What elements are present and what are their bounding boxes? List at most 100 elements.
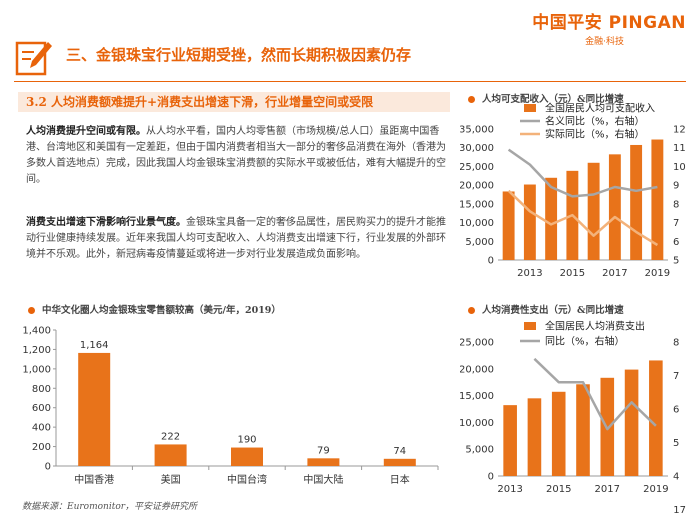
legend-label: 全国居民人均消费支出 bbox=[545, 320, 645, 333]
x-tick-label: 中国香港 bbox=[74, 473, 114, 486]
bar bbox=[608, 154, 621, 260]
data-label: 190 bbox=[237, 435, 256, 446]
y-tick-label: 1,400 bbox=[22, 326, 51, 337]
x-tick-label: 日本 bbox=[390, 473, 410, 486]
bar bbox=[78, 352, 111, 466]
chart-title-income: 人均可支配收入（元）&同比增速 bbox=[468, 91, 624, 105]
y-left-tick-label: 20,000 bbox=[460, 364, 494, 375]
source-note: 数据来源：Euromonitor，平安证券研究所 bbox=[22, 502, 198, 512]
bar bbox=[383, 458, 416, 466]
chart-consumption-expenditure: 0 5,000 10,000 15,000 20,000 25,000 4 5 6 7 8 2013 2… bbox=[460, 320, 679, 496]
y-right-tick-label: 5 bbox=[673, 438, 679, 449]
brand-logo: 中国平安 PINGAN 金融·科技 bbox=[532, 8, 686, 47]
legend-swatch bbox=[524, 322, 536, 330]
paragraph-lead: 消费支出增速下滑影响行业景气度。 bbox=[26, 217, 186, 228]
legend-swatch bbox=[524, 104, 536, 112]
y-left-tick-label: 15,000 bbox=[460, 199, 494, 210]
y-tick-label: 1,200 bbox=[22, 345, 51, 356]
page-number: 17 bbox=[673, 505, 686, 516]
y-tick-label: 1,000 bbox=[22, 364, 51, 375]
x-tick-label: 2019 bbox=[645, 268, 670, 279]
y-left-tick-label: 10,000 bbox=[460, 418, 494, 429]
y-left-tick-label: 35,000 bbox=[460, 125, 494, 136]
paragraph-body: 金银珠宝具备一定的奢侈品属性，居民购买力的提升才能推动行业健康持续发展。近年来我… bbox=[26, 217, 446, 260]
brand-tagline: 金融·科技 bbox=[585, 37, 624, 47]
y-left-tick-label: 10,000 bbox=[460, 218, 494, 229]
bar bbox=[503, 405, 517, 476]
bar bbox=[587, 162, 600, 260]
y-left-tick-label: 15,000 bbox=[460, 391, 494, 402]
y-right-tick-label: 7 bbox=[673, 218, 679, 229]
data-label: 1,164 bbox=[80, 340, 109, 351]
bar bbox=[307, 458, 340, 466]
chart-title-per-capita-jewelry: 中华文化圈人均金银珠宝零售额较高（美元/年，2019） bbox=[28, 302, 281, 316]
chart-jewelry-retail: 0 200 400 600 800 1,000 1,200 1,400 1,164 中国香港 222… bbox=[22, 326, 439, 486]
x-tick-label: 2013 bbox=[517, 268, 542, 279]
bar bbox=[649, 360, 663, 476]
y-left-tick-label: 5,000 bbox=[465, 237, 494, 248]
chart-title-consumption: 人均消费性支出（元）&同比增速 bbox=[468, 302, 624, 316]
y-left-tick-label: 25,000 bbox=[460, 338, 494, 349]
legend-label: 同比（%，右轴） bbox=[545, 335, 625, 348]
bar bbox=[231, 447, 263, 466]
data-label: 222 bbox=[161, 431, 180, 442]
y-right-tick-label: 8 bbox=[673, 338, 679, 349]
y-right-tick-label: 9 bbox=[673, 181, 679, 192]
y-right-tick-label: 8 bbox=[673, 199, 679, 210]
bar bbox=[651, 139, 664, 260]
x-tick-label: 2015 bbox=[560, 268, 585, 279]
y-left-tick-label: 0 bbox=[488, 472, 494, 483]
header-divider bbox=[14, 81, 686, 82]
legend-label: 实际同比（%，右轴） bbox=[545, 128, 645, 141]
series-line bbox=[507, 148, 658, 198]
paragraph-consumption: 人均消费提升空间或有限。从人均水平看，国内人均零售额（市场规模/总人口）虽距离中… bbox=[26, 124, 454, 188]
paragraph-lead: 人均消费提升空间或有限。 bbox=[26, 126, 146, 137]
bar bbox=[630, 144, 643, 260]
y-right-tick-label: 5 bbox=[673, 256, 679, 267]
bar bbox=[523, 184, 536, 260]
bullet-dot-icon bbox=[28, 307, 35, 314]
y-left-tick-label: 5,000 bbox=[465, 445, 494, 456]
legend-label: 全国居民人均可支配收入 bbox=[545, 102, 655, 115]
x-tick-label: 美国 bbox=[161, 473, 181, 486]
bar bbox=[154, 444, 187, 466]
y-right-tick-label: 6 bbox=[673, 237, 679, 248]
y-right-tick-label: 4 bbox=[673, 472, 679, 483]
y-right-tick-label: 10 bbox=[673, 162, 686, 173]
y-tick-label: 600 bbox=[32, 403, 51, 414]
sub-heading: 3.2 人均消费额难提升+消费支出增速下滑，行业增量空间或受限 bbox=[18, 92, 450, 112]
y-tick-label: 200 bbox=[32, 442, 51, 453]
y-left-tick-label: 20,000 bbox=[460, 181, 494, 192]
bar bbox=[551, 391, 566, 476]
y-tick-label: 400 bbox=[32, 423, 51, 434]
bullet-dot-icon bbox=[468, 307, 475, 314]
data-label: 79 bbox=[317, 445, 330, 456]
y-right-tick-label: 6 bbox=[673, 405, 679, 416]
y-right-tick-label: 7 bbox=[673, 371, 679, 382]
brand-name: 中国平安 PINGAN bbox=[532, 13, 686, 33]
y-left-tick-label: 30,000 bbox=[460, 143, 494, 154]
bullet-dot-icon bbox=[468, 96, 475, 103]
series-line bbox=[507, 189, 659, 247]
bar bbox=[502, 191, 515, 260]
y-tick-label: 0 bbox=[45, 462, 51, 473]
bar bbox=[545, 177, 558, 260]
bar bbox=[576, 384, 590, 476]
x-tick-label: 2017 bbox=[602, 268, 627, 279]
x-tick-label: 2019 bbox=[643, 484, 668, 495]
y-right-tick-label: 11 bbox=[673, 143, 686, 154]
section-title: 三、金银珠宝行业短期受挫，然而长期积极因素仍存 bbox=[66, 46, 412, 64]
bar bbox=[527, 398, 542, 476]
data-label: 74 bbox=[393, 446, 406, 457]
y-right-tick-label: 12 bbox=[673, 125, 686, 136]
chart-disposable-income: 0 5,000 10,000 15,000 20,000 25,000 30,000 35,0… bbox=[460, 102, 686, 280]
y-left-tick-label: 25,000 bbox=[460, 162, 494, 173]
series-line bbox=[533, 357, 657, 431]
x-tick-label: 2013 bbox=[497, 484, 522, 495]
x-tick-label: 2017 bbox=[595, 484, 620, 495]
paragraph-spending: 消费支出增速下滑影响行业景气度。金银珠宝具备一定的奢侈品属性，居民购买力的提升才… bbox=[26, 215, 454, 263]
x-tick-label: 中国大陆 bbox=[303, 473, 343, 486]
x-tick-label: 中国台湾 bbox=[227, 473, 267, 486]
y-tick-label: 800 bbox=[32, 384, 51, 395]
legend-label: 名义同比（%，右轴） bbox=[545, 115, 645, 128]
